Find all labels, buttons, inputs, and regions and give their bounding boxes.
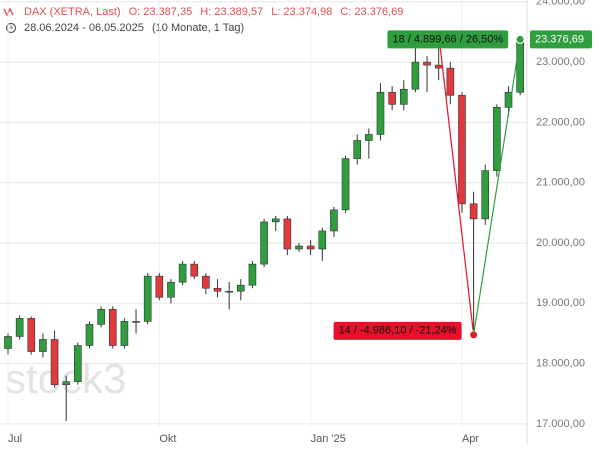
- date-range: 28.06.2024 - 06.05.2025: [24, 22, 144, 34]
- measure-line: [473, 39, 521, 335]
- last-price: 23.376,69: [535, 33, 584, 45]
- y-tick-label: 23.000,00: [536, 56, 585, 68]
- measure-label: 14 / -4.986,10 / -21,24%: [333, 321, 462, 340]
- measure-point: [515, 34, 525, 44]
- candle-body: [306, 245, 315, 250]
- candle-body: [295, 245, 303, 250]
- price-box: [530, 30, 592, 49]
- candle-body: [469, 203, 478, 220]
- instrument-title: DAX (XETRA, Last): [24, 6, 121, 18]
- candle-body: [39, 339, 47, 352]
- candle-body: [74, 345, 82, 382]
- candle-body: [62, 381, 71, 386]
- candle-body: [143, 275, 152, 322]
- candle-body: [97, 309, 105, 325]
- y-tick-label: 19.000,00: [536, 297, 585, 309]
- ohlc-value: L: 23.374,98: [271, 6, 332, 18]
- candle-body: [434, 64, 443, 69]
- candle-body: [120, 321, 129, 346]
- candle-body: [225, 290, 233, 293]
- header: 28.06.2024 - 06.05.2025 (10 Monate, 1 Ta…: [3, 7, 244, 34]
- candle-body: [516, 39, 524, 93]
- x-tick-label: Jul: [8, 433, 22, 445]
- candle-body: [446, 67, 455, 96]
- clock-hands: [10, 25, 13, 29]
- ohlc-value: H: 23.389,57: [200, 6, 263, 18]
- candle-body: [167, 281, 175, 298]
- candle-body: [237, 284, 245, 292]
- candle-body: [318, 230, 327, 250]
- measure-text: 14 / -4.986,10 / -21,24%: [339, 325, 457, 337]
- measure-line: [438, 34, 475, 335]
- candle-body: [213, 287, 222, 292]
- candle-body: [481, 170, 490, 220]
- candle-body: [15, 318, 24, 337]
- clock-icon: [5, 22, 17, 34]
- measure-label: 18 / 4.899,66 / 26,50%: [387, 30, 509, 49]
- candle-body: [365, 134, 373, 141]
- candle-body: [108, 309, 117, 346]
- watermark: stock3: [5, 355, 126, 402]
- candle-body: [283, 218, 292, 250]
- y-tick-label: 21.000,00: [536, 177, 585, 189]
- candle-body: [202, 275, 210, 289]
- label-box: [333, 321, 462, 340]
- candle-body: [4, 336, 12, 349]
- candle-body: [178, 263, 187, 283]
- candle-body: [260, 221, 268, 265]
- candle-body: [271, 218, 280, 223]
- candle-body: [504, 91, 513, 108]
- y-tick-label: 20.000,00: [536, 237, 585, 249]
- candle-body: [353, 140, 362, 159]
- candle-body: [458, 94, 466, 205]
- x-tick-label: Jan '25: [311, 433, 346, 445]
- candle-body: [155, 275, 164, 298]
- candle-body: [411, 61, 420, 90]
- candle-body: [27, 318, 36, 352]
- x-tick-label: Apr: [462, 433, 479, 445]
- y-tick-label: 22.000,00: [536, 116, 585, 128]
- candle-body: [399, 88, 408, 105]
- candle-body: [132, 321, 140, 323]
- x-tick-label: Okt: [159, 433, 176, 445]
- period: (10 Monate, 1 Tag): [152, 22, 244, 34]
- candle-body: [190, 263, 199, 277]
- candle-body: [388, 91, 396, 105]
- measure-text: 18 / 4.899,66 / 26,50%: [392, 33, 503, 45]
- ohlc-value: O: 23.387,35: [129, 6, 193, 18]
- ohlc-value: C: 23.376,69: [340, 6, 403, 18]
- candle-body: [85, 324, 94, 346]
- candle-body: [330, 209, 338, 232]
- candle-body: [423, 61, 431, 66]
- candle-body: [50, 339, 59, 386]
- y-tick-label: 17.000,00: [536, 418, 585, 430]
- y-tick-label: 18.000,00: [536, 358, 585, 370]
- candle-body: [341, 158, 350, 211]
- label-box: [387, 30, 509, 49]
- candle-body: [493, 107, 501, 171]
- candle-body: [248, 263, 257, 286]
- candle-body: [376, 91, 385, 135]
- y-tick-label: 24.000,00: [536, 0, 585, 8]
